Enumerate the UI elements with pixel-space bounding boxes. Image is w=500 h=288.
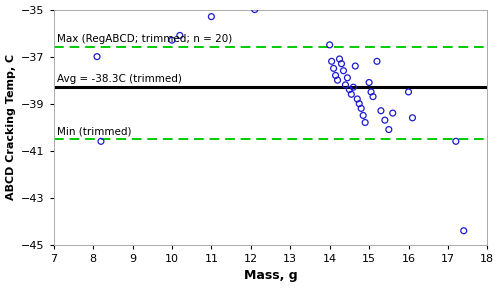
Point (373, 59, 381, 64)
Point (381, 118, 389, 122)
Point (452, 139, 460, 144)
Point (176, 33, 184, 38)
Y-axis label: ABCD Cracking Temp, C: ABCD Cracking Temp, C (6, 54, 16, 200)
Point (365, 80, 373, 85)
Point (168, 38, 176, 42)
Point (388, 111, 396, 115)
Text: Avg = -38.3C (trimmed): Avg = -38.3C (trimmed) (57, 74, 182, 84)
Point (354, 97, 362, 101)
Point (352, 64, 360, 68)
X-axis label: Mass, g: Mass, g (244, 270, 298, 283)
Point (326, 43, 334, 47)
Point (332, 73, 340, 78)
Point (330, 66, 338, 71)
Point (342, 83, 349, 87)
Point (361, 120, 369, 125)
Point (344, 75, 351, 80)
Point (367, 90, 375, 94)
Point (340, 69, 347, 73)
Point (93, 54, 101, 59)
Point (97, 139, 105, 144)
Point (350, 85, 358, 90)
Point (377, 109, 385, 113)
Point (346, 87, 354, 92)
Point (208, 14, 216, 19)
Point (334, 78, 342, 82)
Point (460, 228, 468, 233)
Point (336, 57, 344, 61)
Point (385, 127, 393, 132)
Text: Max (RegABCD; trimmed; n = 20): Max (RegABCD; trimmed; n = 20) (57, 34, 232, 44)
Point (328, 59, 336, 64)
Text: Min (trimmed): Min (trimmed) (57, 126, 132, 136)
Point (404, 90, 412, 94)
Point (359, 113, 367, 118)
Point (369, 94, 377, 99)
Point (408, 115, 416, 120)
Point (250, 7, 258, 12)
Point (357, 106, 365, 111)
Point (338, 61, 345, 66)
Point (355, 101, 363, 106)
Point (348, 92, 356, 96)
